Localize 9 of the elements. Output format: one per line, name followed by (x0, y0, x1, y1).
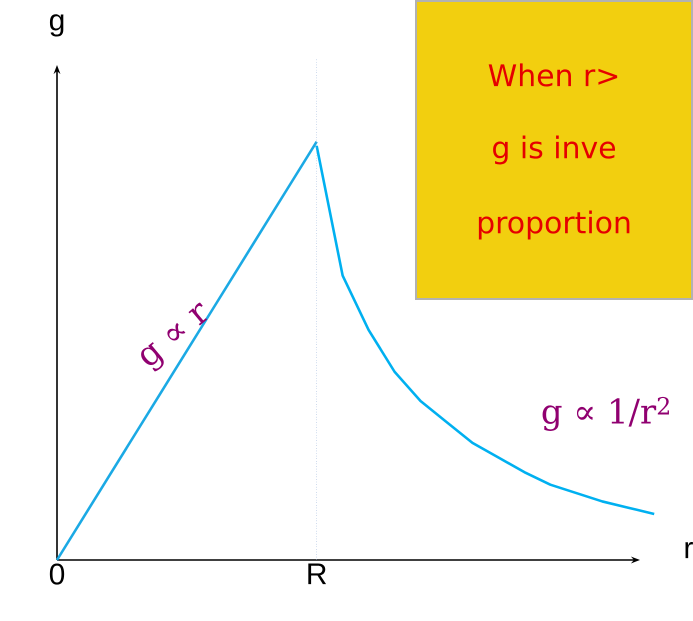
annotation: g ∝ 1/r$^{2}$ (542, 396, 669, 431)
annotation: g is inve (493, 136, 616, 164)
text: When r> (488, 63, 618, 87)
y-axis-title: g (50, 14, 64, 37)
annotation: g ∝ r (141, 302, 208, 372)
x-axis-title: r (685, 542, 693, 558)
x-tick-label: 0 (50, 564, 64, 585)
annotation: proportion (478, 210, 630, 240)
x-tick-label: R (308, 564, 326, 584)
